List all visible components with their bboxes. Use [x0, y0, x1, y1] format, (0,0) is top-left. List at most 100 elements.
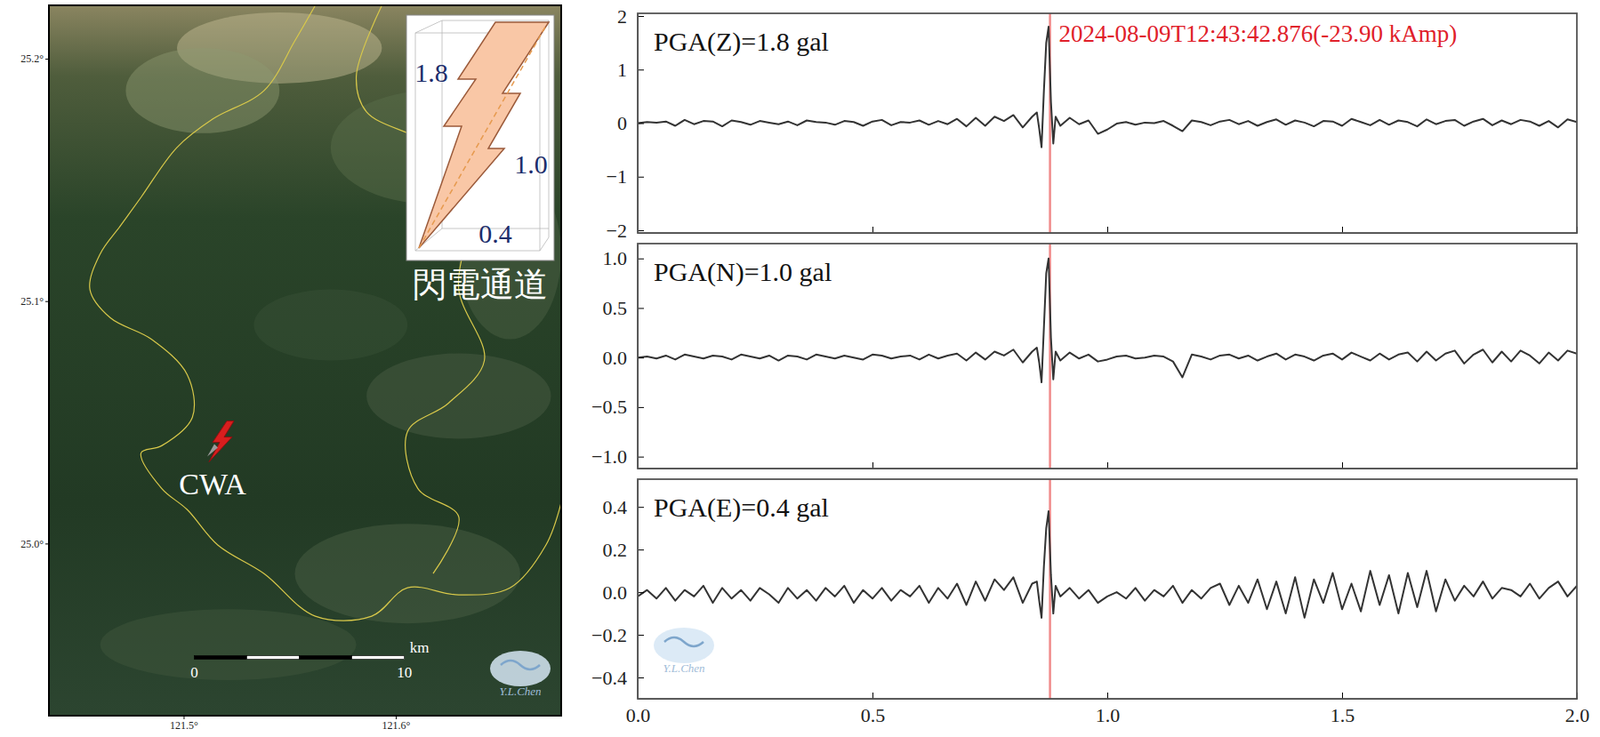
map-y-tick-label: 25.0° — [20, 538, 44, 551]
map-y-tick: 25.1° — [20, 295, 49, 308]
x-tick-label: 1.5 — [1330, 704, 1356, 727]
plot-frame — [637, 479, 1577, 700]
y-tick-label: −1.0 — [591, 445, 628, 468]
x-tick-mark — [1342, 226, 1343, 234]
seismogram-panel: −1.0−0.50.00.51.0PGA(N)=1.0 gal — [591, 243, 1577, 470]
scale-bar-label: 10 — [396, 664, 412, 682]
y-tick-mark — [637, 357, 644, 359]
pga-label: PGA(E)=0.4 gal — [653, 492, 829, 523]
y-tick-mark — [637, 635, 644, 636]
x-axis: 0.0 0.5 1.0 1.5 2.0 — [626, 692, 1591, 727]
y-tick-label: 1.0 — [603, 247, 628, 270]
y-tick-label: 0 — [617, 112, 628, 135]
plot-background — [637, 479, 1577, 700]
map-x-tick-label: 121.5° — [169, 719, 199, 732]
scale-bar-segment — [352, 656, 405, 660]
y-tick: −0.5 — [591, 395, 644, 419]
inset-label: 1.0 — [514, 149, 548, 179]
plot-background — [637, 243, 1577, 469]
map-x-tick-label: 121.6° — [382, 719, 411, 732]
plot-area — [637, 243, 1577, 469]
relief — [125, 48, 280, 134]
inset-box-line — [415, 250, 540, 252]
x-tick — [872, 462, 874, 469]
y-tick-mark — [637, 592, 644, 594]
y-tick: −0.4 — [591, 667, 644, 690]
map-y-axis-line — [48, 6, 50, 717]
map-y-tick-label: 25.1° — [20, 295, 44, 308]
map-x-axis-line — [49, 715, 563, 717]
y-axis: −1.0−0.50.00.51.0 — [591, 244, 644, 470]
map-x-tick: 121.6° — [382, 715, 411, 732]
y-tick-label: 0.0 — [603, 581, 628, 604]
x-tick: 1.0 — [1095, 692, 1121, 727]
plot-area — [637, 13, 1577, 234]
y-tick-label: −2 — [606, 219, 628, 242]
y-tick-label: −0.4 — [591, 667, 628, 690]
seismogram-panel: −2−1012PGA(Z)=1.8 gal2024-08-09T12:43:42… — [606, 5, 1578, 242]
x-tick — [1107, 226, 1109, 234]
map-x-tick: 121.5° — [169, 715, 199, 732]
logo-wave — [500, 660, 540, 670]
plot-frame — [637, 13, 1577, 234]
logo-text: Y.L.Chen — [662, 661, 705, 676]
x-tick-mark — [1107, 692, 1109, 700]
inset-label: 0.4 — [478, 218, 513, 249]
logo-text: Y.L.Chen — [498, 684, 541, 699]
x-tick-mark — [1342, 692, 1343, 700]
x-tick-mark — [1342, 462, 1343, 469]
y-tick: 2 — [617, 5, 644, 28]
inset: 1.81.00.4 — [406, 15, 555, 261]
station-marker — [209, 421, 234, 463]
x-tick-mark — [872, 462, 874, 469]
x-tick-label: 0.0 — [626, 704, 652, 727]
x-tick-label: 2.0 — [1565, 704, 1591, 727]
y-tick-label: −1 — [606, 165, 628, 188]
scale-bar-unit: km — [410, 639, 430, 657]
map-area — [48, 5, 562, 716]
plot-area — [637, 479, 1577, 700]
y-tick-label: 0.5 — [603, 297, 628, 320]
x-tick — [872, 226, 874, 234]
seismogram-panel: −0.4−0.20.00.20.40.00.51.01.52.0PGA(E)=0… — [591, 479, 1590, 727]
x-tick — [1107, 462, 1109, 469]
y-tick: −0.2 — [591, 624, 644, 647]
y-tick-label: −0.5 — [591, 395, 628, 419]
logo: Y.L.Chen — [653, 627, 715, 676]
logo: Y.L.Chen — [490, 651, 551, 699]
y-tick: 1 — [617, 58, 644, 81]
y-tick-mark — [637, 407, 644, 409]
plot-frame — [637, 243, 1577, 469]
plot-background — [637, 13, 1577, 234]
y-tick-label: −0.2 — [591, 624, 628, 647]
inset-title: 閃電通道 — [412, 265, 548, 305]
figure: Y.L.Chen121.5°121.6°25.0°25.1°25.2°CWA01… — [0, 0, 1600, 737]
y-tick-mark — [637, 506, 644, 508]
map-y-tick: 25.0° — [20, 538, 49, 551]
x-tick-label: 0.5 — [860, 704, 886, 727]
inset-box-line — [539, 32, 541, 251]
x-tick-mark — [872, 692, 874, 700]
y-tick-label: 2 — [617, 5, 628, 28]
inset-bolt — [418, 22, 549, 249]
y-tick: 0 — [617, 112, 644, 135]
x-tick: 0.5 — [860, 692, 886, 727]
y-tick-mark — [637, 69, 644, 71]
scale-bar-segment — [193, 656, 247, 660]
y-tick-mark — [637, 258, 644, 260]
pga-label: PGA(N)=1.0 gal — [653, 257, 832, 288]
terrain — [48, 5, 562, 716]
inset-box-line — [548, 20, 550, 238]
y-tick-label: 1 — [617, 58, 628, 81]
map-x-axis: 121.5° 121.6° — [49, 715, 563, 732]
map-y-tick-mark — [45, 301, 49, 303]
x-tick-label: 1.0 — [1095, 704, 1121, 727]
map-y-axis: 25.0°25.1°25.2° — [20, 6, 49, 717]
y-tick-mark — [637, 307, 644, 309]
relief — [366, 353, 551, 440]
scale-bar-segment — [246, 656, 299, 660]
logo-badge — [653, 627, 715, 664]
scale-bar-segment — [299, 656, 353, 660]
logo-badge — [490, 651, 551, 687]
x-tick — [1342, 462, 1343, 469]
